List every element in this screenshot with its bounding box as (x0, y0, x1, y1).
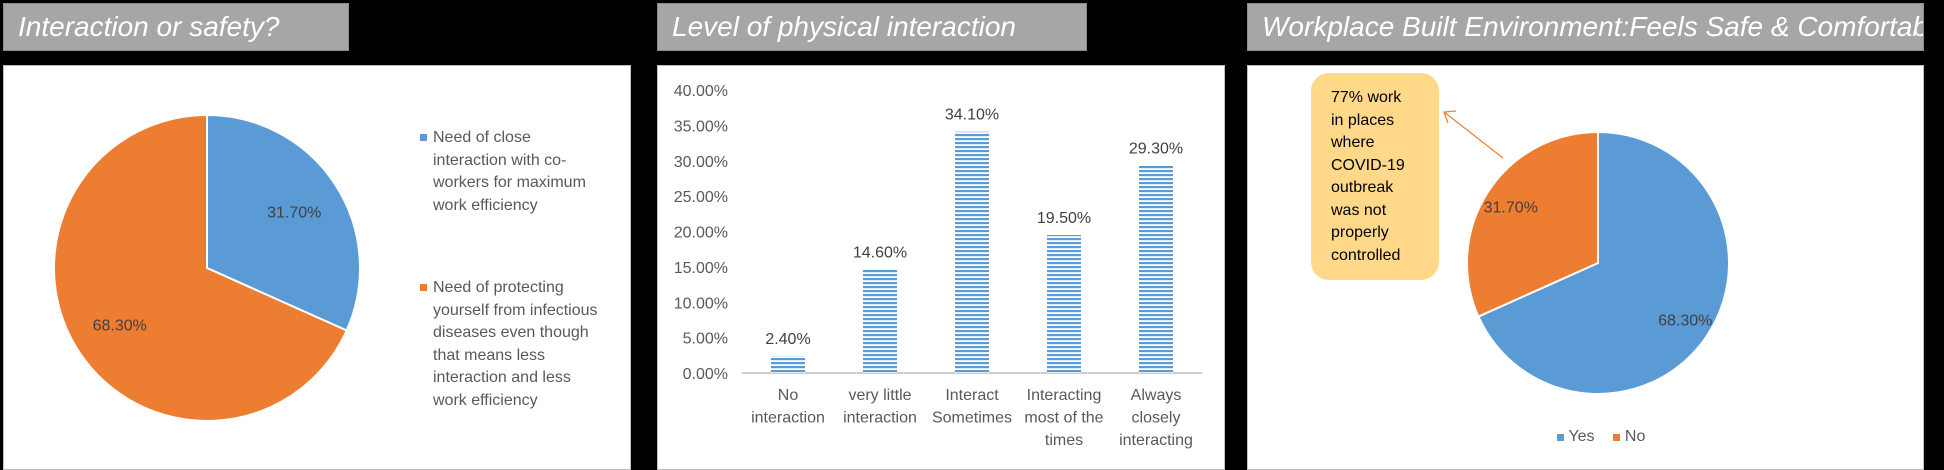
yes-data-label: 68.30% (1658, 313, 1712, 330)
protect-yourself-slice (53, 113, 348, 422)
x-category-label: Always (1131, 387, 1182, 404)
middle-chart-panel: 0.00% 5.00% 10.00% 15.00% 20.00% 25.00% 30.00%… (657, 65, 1225, 470)
close-interaction-data-label: 31.70% (267, 204, 321, 221)
annotation-line: controlled (1331, 246, 1401, 264)
y-tick-label: 15.00% (674, 260, 728, 277)
y-tick-label: 5.00% (683, 331, 728, 348)
yes-slice (1477, 130, 1730, 395)
annotation-line: was not (1331, 201, 1387, 219)
bar (955, 131, 989, 373)
legend-line: interaction and less (433, 369, 571, 386)
bar-data-label: 2.40% (765, 331, 810, 348)
annotation-line: where (1331, 134, 1375, 151)
x-category-label: Interact (945, 387, 999, 404)
legend-line: yourself from infectious (433, 301, 598, 319)
middle-chart-title: Level of physical interaction (657, 3, 1087, 51)
legend-swatch-protect-yourself (420, 284, 427, 291)
annotation-line: COVID-19 (1331, 156, 1405, 174)
y-tick-label: 25.00% (674, 189, 728, 206)
x-category-label: interaction (751, 410, 825, 427)
x-category-label: closely (1132, 410, 1181, 427)
x-category-label: very little (848, 387, 911, 404)
x-category-label: times (1045, 432, 1083, 449)
protect-yourself-data-label: 68.30% (93, 318, 147, 335)
legend-swatch-no (1613, 433, 1621, 441)
x-category-label: interacting (1119, 432, 1193, 449)
x-category-label: No (778, 387, 799, 404)
bottom-legend: Yes No (1557, 428, 1645, 446)
bar (863, 269, 897, 373)
y-tick-label: 30.00% (674, 154, 728, 171)
annotation-callout: 77% work in places where COVID-19 outbre… (1311, 73, 1439, 280)
annotation-line: 77% work (1331, 89, 1402, 106)
y-tick-label: 40.00% (674, 83, 728, 100)
y-tick-label: 10.00% (674, 295, 728, 312)
legend-line: interaction with co- (433, 151, 567, 169)
callout-arrow-head (1443, 110, 1457, 124)
legend-line: diseases even though (433, 324, 589, 341)
bar-data-label: 14.60% (853, 245, 907, 262)
no-slice (1466, 130, 1599, 318)
callout-arrow (1443, 111, 1504, 159)
x-category-label: Sometimes (932, 410, 1012, 427)
right-chart-title: Workplace Built Environment:Feels Safe &… (1247, 3, 1924, 51)
legend-label-no: No (1624, 428, 1646, 445)
legend-item-protect-yourself: Need of protecting yourself from infecti… (433, 277, 598, 412)
right-chart-panel: 68.30% 31.70% 77% work in places where CO… (1247, 65, 1924, 470)
bar (1047, 235, 1081, 373)
legend-line: that means less (433, 346, 546, 364)
legend-swatch-close-interaction (420, 134, 427, 141)
legend-line: work efficiency (433, 196, 538, 214)
left-pie-chart: 31.70% 68.30% (53, 113, 361, 422)
annotation-line: properly (1331, 224, 1389, 241)
legend-line: workers for maximum (433, 174, 586, 191)
legend-line: Need of protecting (433, 279, 564, 296)
x-category-label: most of the (1024, 410, 1103, 427)
bar-data-label: 19.50% (1037, 210, 1091, 227)
annotation-line: outbreak (1331, 179, 1394, 196)
no-data-label: 31.70% (1484, 199, 1538, 216)
left-chart-title: Interaction or safety? (3, 3, 349, 51)
bar-data-label: 29.30% (1129, 141, 1183, 158)
x-category-label: Interacting (1027, 387, 1102, 404)
bar (771, 356, 805, 373)
legend-line: Need of close (433, 129, 531, 146)
bar-chart: 0.00% 5.00% 10.00% 15.00% 20.00% 25.00% 30.00%… (674, 83, 1202, 449)
left-chart-panel: 31.70% 68.30% Need of close interaction w… (3, 65, 631, 470)
legend-item-close-interaction: Need of close interaction with co- worke… (433, 127, 586, 217)
y-tick-label: 35.00% (674, 118, 728, 135)
close-interaction-slice (206, 113, 361, 332)
legend-swatch-yes (1557, 433, 1564, 441)
y-tick-label: 20.00% (674, 225, 728, 242)
legend-label-yes: Yes (1568, 428, 1595, 445)
annotation-line: in places (1331, 111, 1395, 129)
y-tick-label: 0.00% (683, 366, 728, 383)
legend-line: work efficiency (433, 391, 538, 409)
x-category-label: interaction (843, 410, 917, 427)
bar-data-label: 34.10% (945, 107, 999, 124)
bar (1139, 165, 1173, 373)
right-pie-chart: 68.30% 31.70% (1443, 110, 1730, 395)
